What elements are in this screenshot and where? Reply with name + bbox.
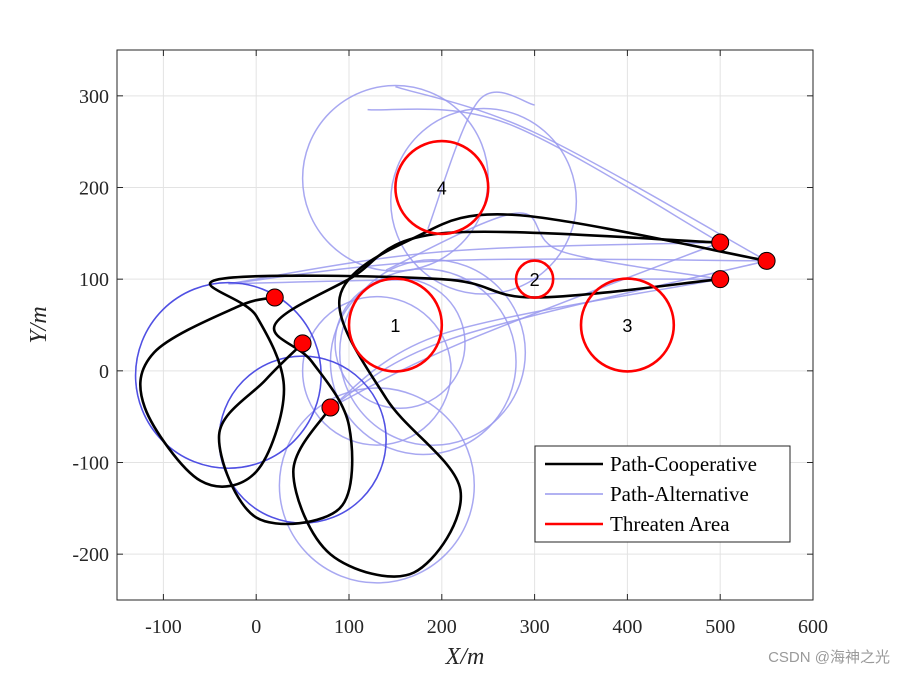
x-axis-label: X/m [445, 644, 485, 670]
x-tick-label: 100 [334, 616, 364, 638]
alternative-path [329, 278, 721, 409]
plot-frame [116, 49, 814, 601]
y-tick-label: 100 [79, 269, 109, 291]
y-tick-label: -200 [72, 544, 109, 566]
y-tick-label: -100 [72, 453, 109, 475]
y-tick-label: 300 [79, 86, 109, 108]
cooperative-path [139, 274, 721, 488]
axis-ticks: -100 0 100 200 300 400 500 600 -200 -100 0 100 200 30… [72, 50, 828, 638]
start-point [321, 398, 340, 417]
x-tick-label: 600 [798, 616, 828, 638]
y-axis-label: Y/m [26, 306, 52, 343]
alternative-path [367, 108, 721, 244]
alternative-path [395, 85, 767, 262]
threat-area-label: 2 [530, 270, 540, 290]
alternative-loop [301, 295, 452, 446]
alternative-loop [338, 258, 527, 447]
threat-area-label: 1 [390, 316, 400, 336]
end-point [757, 251, 776, 270]
x-tick-label: 300 [520, 616, 550, 638]
threat-area-circle [579, 277, 676, 373]
threat-area-circle [347, 277, 444, 373]
cooperative-path [292, 213, 767, 578]
alternative-path [330, 241, 721, 409]
threat-area-circle [514, 259, 555, 300]
alternative-path [385, 212, 721, 280]
alternative-loop [329, 268, 517, 456]
alternative-path [330, 260, 767, 409]
y-tick-label: 0 [99, 361, 109, 383]
x-tick-label: 200 [427, 616, 457, 638]
x-tick-label: 400 [612, 616, 642, 638]
x-tick-label: 500 [705, 616, 735, 638]
x-tick-label: -100 [145, 616, 182, 638]
threat-area-label: 4 [437, 179, 447, 199]
end-point [711, 233, 730, 252]
watermark: CSDN @海神之光 [768, 649, 890, 666]
start-point [293, 334, 312, 353]
alternative-loop [390, 107, 578, 295]
alternative-loop [278, 387, 476, 584]
threat-area-label: 3 [622, 316, 632, 336]
legend-label: Path-Cooperative [610, 452, 757, 476]
y-tick-label: 200 [79, 178, 109, 200]
legend: Path-Cooperative Path-Alternative Threaten… [534, 445, 791, 543]
threat-areas-layer: 1 2 3 4 [347, 139, 676, 373]
end-point [711, 270, 730, 289]
waypoints-layer [265, 233, 776, 417]
alternative-path [427, 91, 535, 230]
x-tick-label: 0 [251, 616, 261, 638]
legend-label: Threaten Area [610, 512, 730, 536]
threat-area-circle [394, 139, 490, 236]
legend-label: Path-Alternative [610, 482, 749, 506]
start-point [265, 288, 284, 307]
